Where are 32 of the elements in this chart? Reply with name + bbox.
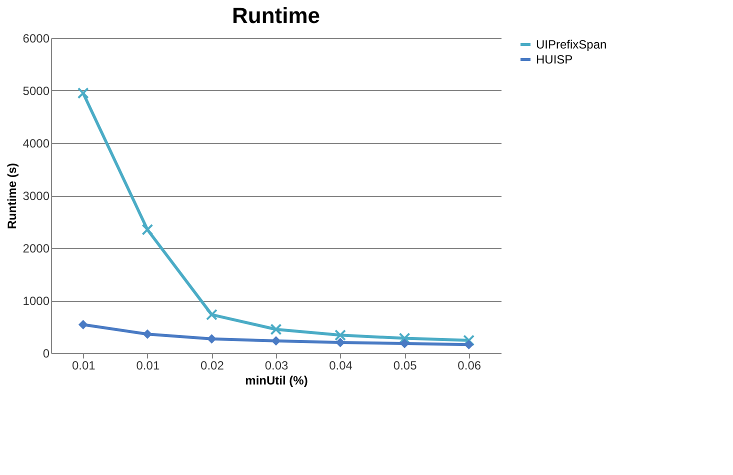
point bbox=[463, 334, 475, 346]
y-tick-label: 1000 bbox=[22, 294, 50, 308]
y-axis-title: Runtime (s) bbox=[4, 162, 19, 229]
point bbox=[206, 334, 216, 344]
y-tick-label: 0 bbox=[42, 346, 50, 360]
y-tick-label: 3000 bbox=[22, 189, 50, 203]
y-tick-label: 2000 bbox=[22, 242, 50, 256]
x-tick-label: 0.03 bbox=[264, 358, 288, 372]
x-tick-label: 0.06 bbox=[458, 358, 482, 372]
point bbox=[206, 308, 218, 320]
point bbox=[142, 224, 154, 236]
x-tick-label: 0.02 bbox=[200, 358, 224, 372]
point bbox=[336, 338, 346, 348]
point bbox=[400, 338, 410, 348]
chart-title: Runtime bbox=[232, 3, 320, 28]
point bbox=[270, 324, 282, 336]
point bbox=[77, 87, 89, 99]
x-tick-label: 0.04 bbox=[329, 358, 353, 372]
point bbox=[334, 329, 346, 341]
point bbox=[142, 329, 152, 339]
x-tick-label: 0.01 bbox=[136, 358, 160, 372]
point bbox=[271, 336, 281, 346]
x-axis-title: minUtil (%) bbox=[245, 374, 308, 388]
y-tick-label: 5000 bbox=[22, 84, 50, 98]
legend-label: HUISP bbox=[536, 52, 573, 66]
point bbox=[464, 340, 474, 350]
x-tick-label: 0.05 bbox=[393, 358, 418, 372]
legend-label: UIPrefixSpan bbox=[536, 38, 607, 52]
y-tick-label: 4000 bbox=[22, 136, 50, 150]
y-tick-label: 6000 bbox=[22, 32, 50, 46]
point bbox=[78, 320, 88, 330]
x-tick-label: 0.01 bbox=[72, 358, 96, 372]
